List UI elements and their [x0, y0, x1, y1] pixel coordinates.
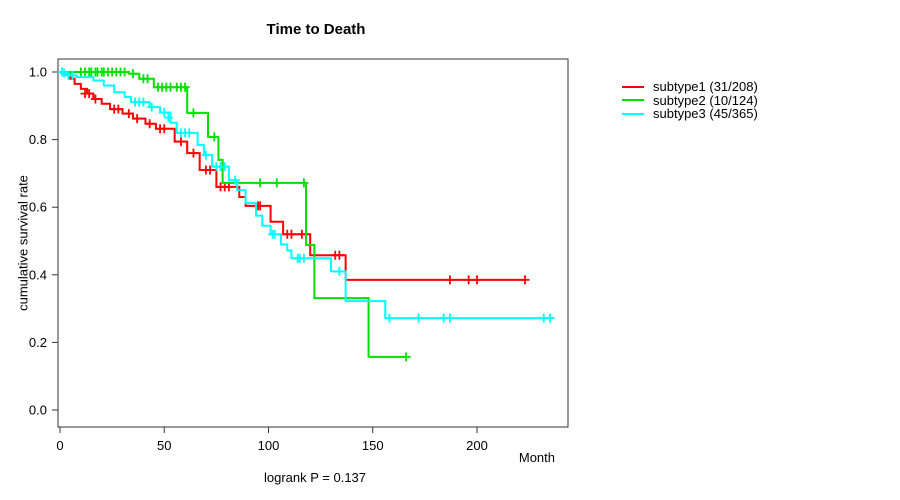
y-tick-label: 0.8: [29, 132, 47, 147]
y-tick-label: 1.0: [29, 65, 47, 80]
legend-item-subtype1: subtype1 (31/208): [622, 79, 758, 95]
y-tick-label: 0.4: [29, 267, 47, 282]
x-tick-label: 0: [56, 438, 63, 453]
x-tick-label: 150: [362, 438, 384, 453]
x-tick-label: 200: [466, 438, 488, 453]
subtype3-line-swatch: [622, 112, 644, 115]
x-tick-label: 50: [157, 438, 171, 453]
survival-curve-subtype3: [57, 67, 555, 323]
legend-item-subtype3: subtype3 (45/365): [622, 106, 758, 122]
legend-label-subtype3: subtype3 (45/365): [653, 106, 758, 122]
step-line-subtype1: [60, 71, 525, 281]
censor-marks-subtype3: [57, 67, 555, 323]
legend-label-subtype2: subtype2 (10/124): [653, 92, 758, 108]
y-tick-label: 0.2: [29, 335, 47, 350]
x-axis: 0 50 100 150 200: [56, 427, 488, 453]
legend-item-subtype2: subtype2 (10/124): [622, 92, 758, 108]
x-axis-label: Month: [518, 450, 555, 465]
chart-title: Time to Death: [266, 21, 366, 38]
logrank-annotation: logrank P = 0.137: [263, 470, 367, 485]
censor-marks-subtype2: [76, 67, 411, 362]
y-tick-label: 0.0: [29, 403, 47, 418]
subtype1-line-swatch: [622, 85, 644, 88]
censor-marks-subtype1: [80, 89, 530, 285]
subtype2-line-swatch: [622, 99, 644, 102]
survival-curve-subtype2: [60, 67, 411, 362]
legend-label-subtype1: subtype1 (31/208): [653, 79, 758, 95]
y-tick-label: 0.6: [29, 200, 47, 215]
step-line-subtype3: [60, 71, 555, 320]
survival-curve-subtype1: [60, 71, 530, 285]
x-tick-label: 100: [258, 438, 280, 453]
y-axis: 0.0 0.2 0.4 0.6 0.8 1.0: [29, 65, 58, 418]
legend: subtype1 (31/208) subtype2 (10/124) subt…: [622, 79, 758, 122]
plot-frame: [57, 58, 569, 428]
step-line-subtype2: [60, 71, 407, 358]
